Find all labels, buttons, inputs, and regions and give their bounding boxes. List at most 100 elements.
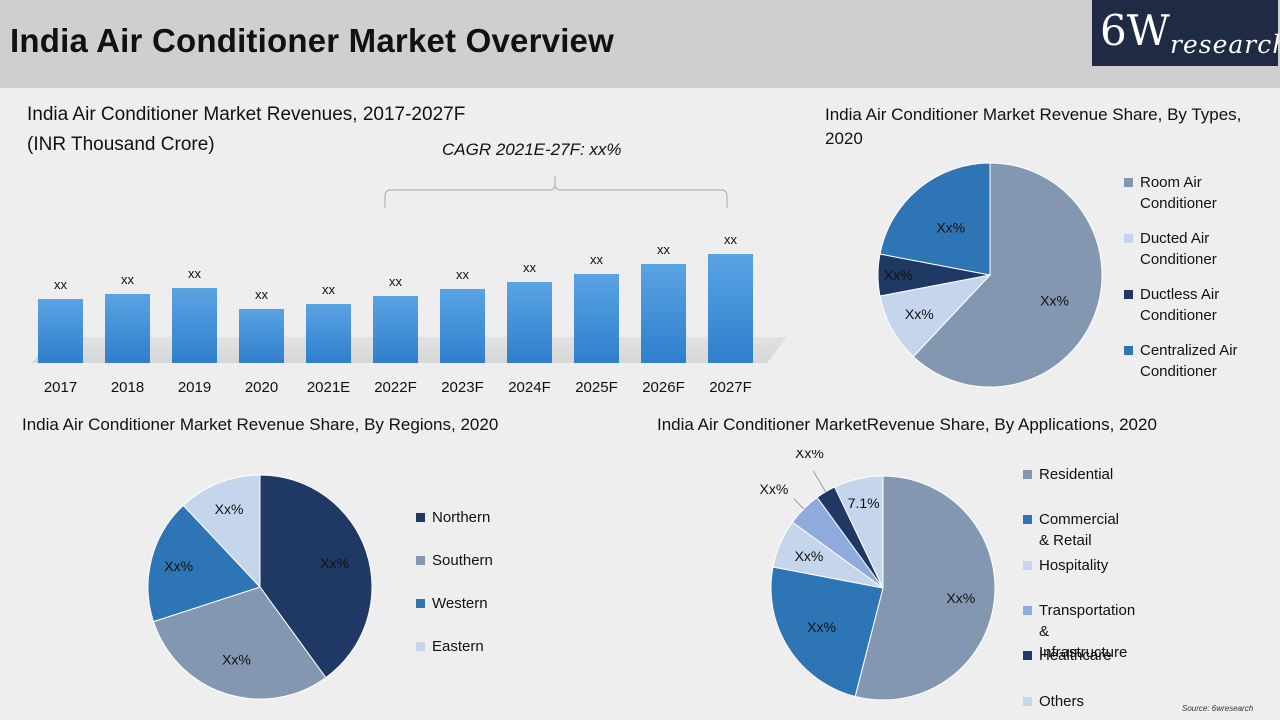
- bar-2017: [38, 299, 83, 363]
- bar-chart-title: India Air Conditioner Market Revenues, 2…: [27, 100, 465, 160]
- regions-legend-item-eastern: Eastern: [416, 636, 484, 657]
- bar-data-label: xx: [657, 242, 671, 257]
- pie-data-label: Xx%: [946, 590, 975, 606]
- x-tick-label: 2018: [111, 379, 144, 396]
- x-tick-label: 2023F: [441, 379, 484, 396]
- bar-2022F: [373, 296, 418, 363]
- x-tick-label: 2027F: [709, 379, 752, 396]
- x-tick-label: 2021E: [307, 379, 350, 396]
- legend-label: Western: [432, 595, 488, 612]
- legend-swatch: [1023, 606, 1032, 615]
- legend-swatch: [1023, 651, 1032, 660]
- legend-swatch: [1023, 515, 1032, 524]
- legend-label: Centralized Air Conditioner: [1140, 342, 1238, 380]
- legend-label: Residential: [1039, 466, 1114, 483]
- legend-label: Southern: [432, 552, 493, 569]
- regions-pie-title: India Air Conditioner Market Revenue Sha…: [22, 415, 499, 434]
- legend-label: Ducted Air Conditioner: [1140, 230, 1217, 268]
- label-leader-line: [793, 498, 805, 510]
- types-legend-item-room: Room Air Conditioner: [1124, 172, 1250, 214]
- legend-label: Transportation & Infrastructure: [1039, 602, 1136, 661]
- types-legend-item-ductless: Ductless Air Conditioner: [1124, 284, 1250, 326]
- x-tick-label: 2025F: [575, 379, 618, 396]
- bar-2023F: [440, 289, 485, 363]
- legend-swatch: [1023, 470, 1032, 479]
- pie-slice-others: [834, 475, 884, 589]
- bar-data-label: xx: [255, 287, 269, 302]
- types-pie-title: India Air Conditioner Market Revenue Sha…: [825, 105, 1242, 148]
- x-tick-label: 2026F: [642, 379, 685, 396]
- applications-legend-item-transportation: Transportation & Infrastructure: [1023, 600, 1135, 663]
- pie-data-label: Xx%: [795, 548, 824, 564]
- legend-swatch: [416, 513, 425, 522]
- legend-swatch: [1124, 290, 1133, 299]
- pie-slice-room-air-conditioner: [912, 162, 1103, 388]
- bar-chart-title-main: India Air Conditioner Market Revenues, 2…: [27, 104, 466, 125]
- legend-label: Others: [1039, 693, 1085, 710]
- bar-2026F: [641, 264, 686, 363]
- legend-label: Northern: [432, 509, 491, 526]
- regions-pie-chart: Xx% Xx% Xx% Xx%: [147, 474, 373, 700]
- source-note: Source: 6wresearch: [1182, 704, 1254, 713]
- bar-chart-subtitle: (INR Thousand Crore): [27, 134, 215, 155]
- applications-legend-item-commercial: Commercial & Retail: [1023, 509, 1119, 551]
- legend-label: Hospitality: [1039, 557, 1109, 574]
- bar-data-label: xx: [724, 232, 738, 247]
- pie-data-label: Xx%: [936, 220, 965, 236]
- pie-slice-western: [147, 504, 261, 623]
- legend-swatch: [1124, 234, 1133, 243]
- bar-2021E: [306, 304, 351, 363]
- bar-2025F: [574, 274, 619, 363]
- legend-swatch: [1124, 346, 1133, 355]
- regions-legend-item-western: Western: [416, 593, 488, 614]
- legend-swatch: [1023, 561, 1032, 570]
- x-tick-label: 2019: [178, 379, 211, 396]
- legend-swatch: [416, 642, 425, 651]
- label-leader-line: [813, 470, 827, 492]
- pie-slice-eastern: [182, 474, 261, 589]
- pie-data-label: Xx%: [795, 450, 824, 461]
- cagr-brace: [384, 176, 728, 208]
- legend-label: Room Air Conditioner: [1140, 174, 1217, 212]
- bar-chart: xx xx xx xx xx xx xx xx xx xx xx 2017 2018 2019 2020 2…: [32, 176, 787, 396]
- bar-2020: [239, 309, 284, 363]
- bar-2019: [172, 288, 217, 363]
- applications-pie-title: India Air Conditioner MarketRevenue Shar…: [657, 415, 1157, 434]
- x-tick-label: 2024F: [508, 379, 551, 396]
- pie-data-label: 7.1%: [848, 495, 880, 511]
- applications-legend-item-healthcare: Healthcare: [1023, 645, 1112, 666]
- legend-swatch: [1023, 697, 1032, 706]
- regions-legend-item-northern: Northern: [416, 507, 490, 528]
- bar-2018: [105, 294, 150, 363]
- types-legend-item-ducted: Ducted Air Conditioner: [1124, 228, 1250, 270]
- applications-legend-item-others: Others: [1023, 691, 1084, 712]
- bar-data-label: xx: [121, 272, 135, 287]
- legend-label: Eastern: [432, 638, 484, 655]
- x-tick-label: 2020: [245, 379, 278, 396]
- page-title: India Air Conditioner Market Overview: [10, 22, 614, 59]
- applications-pie-chart: Xx% Xx% Xx% Xx% Xx% 7.1%: [760, 450, 996, 701]
- bar-data-label: xx: [523, 260, 537, 275]
- header-bar: India Air Conditioner Market Overview 6W…: [0, 0, 1280, 88]
- bar-data-label: xx: [188, 266, 202, 281]
- pie-slice-centralized-air-conditioner: [879, 162, 991, 276]
- legend-label: Healthcare: [1039, 647, 1112, 664]
- types-legend-item-centralized: Centralized Air Conditioner: [1124, 340, 1260, 382]
- pie-data-label: Xx%: [320, 555, 349, 571]
- bar-2027F: [708, 254, 753, 363]
- bar-data-label: xx: [54, 277, 68, 292]
- cagr-annotation: CAGR 2021E-27F: xx%: [442, 140, 622, 159]
- pie-slice-northern: [259, 474, 373, 679]
- bar-data-label: xx: [590, 252, 604, 267]
- x-tick-label: 2017: [44, 379, 77, 396]
- pie-data-label: Xx%: [164, 558, 193, 574]
- types-pie-chart: Xx% Xx% Xx% Xx%: [877, 162, 1103, 388]
- pie-data-label: Xx%: [905, 306, 934, 322]
- applications-legend-item-hospitality: Hospitality: [1023, 555, 1108, 576]
- pie-data-label: Xx%: [222, 651, 251, 667]
- pie-data-label: Xx%: [760, 481, 789, 497]
- legend-swatch: [416, 599, 425, 608]
- bar-data-label: xx: [456, 267, 470, 282]
- bar-data-label: xx: [389, 274, 403, 289]
- x-tick-label: 2022F: [374, 379, 417, 396]
